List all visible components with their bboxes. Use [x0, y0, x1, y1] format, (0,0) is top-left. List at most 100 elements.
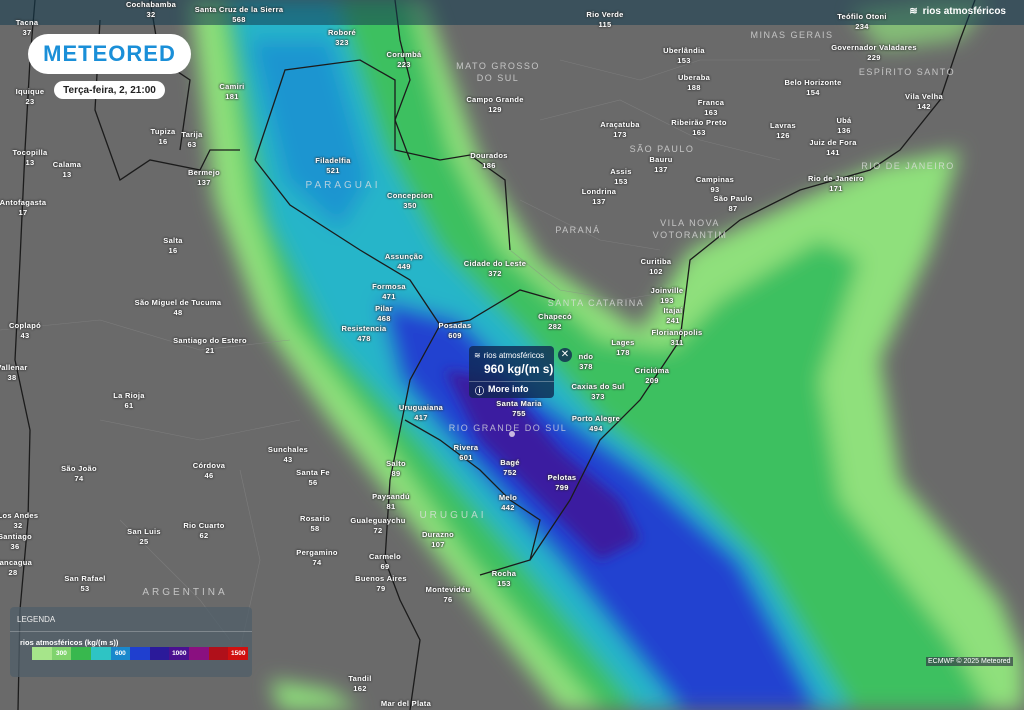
city-label[interactable]: Tocopilla 13: [12, 148, 47, 168]
city-label[interactable]: Criciúma 209: [635, 366, 670, 386]
city-label[interactable]: Rivera 601: [454, 443, 479, 463]
city-label[interactable]: Santiago 36: [0, 532, 32, 552]
city-label[interactable]: Santa Cruz de la Sierra 568: [195, 5, 284, 25]
city-label[interactable]: Juiz de Fora 141: [809, 138, 856, 158]
city-label[interactable]: Uberaba 188: [678, 73, 710, 93]
city-label[interactable]: Santa Fe 56: [296, 468, 330, 488]
city-label[interactable]: Campinas 93: [696, 175, 734, 195]
city-label[interactable]: São Miguel de Tucuma 48: [135, 298, 222, 318]
city-label[interactable]: ndo 378: [579, 352, 594, 372]
city-label[interactable]: Assis 153: [610, 167, 632, 187]
city-label[interactable]: Vallenar38: [0, 363, 28, 383]
city-label[interactable]: Rio Cuarto 62: [183, 521, 224, 541]
city-label[interactable]: Los Andes 32: [0, 511, 38, 531]
city-label[interactable]: Caxias do Sul 373: [571, 382, 624, 402]
city-label[interactable]: Concepcion 350: [387, 191, 433, 211]
city-label[interactable]: Porto Alegre 494: [572, 414, 620, 434]
city-label[interactable]: Bagé 752: [500, 458, 520, 478]
city-label[interactable]: Araçatuba 173: [600, 120, 639, 140]
city-label[interactable]: Florianópolis 311: [652, 328, 703, 348]
city-label[interactable]: Carmelo 69: [369, 552, 401, 572]
city-label[interactable]: Belo Horizonte 154: [784, 78, 841, 98]
city-label[interactable]: Melo 442: [499, 493, 517, 513]
city-label[interactable]: Teófilo Otoni 234: [837, 12, 887, 32]
city-label[interactable]: Filadelfia 521: [315, 156, 351, 176]
city-name: Corumbá: [386, 50, 422, 59]
city-label[interactable]: Lavras 126: [770, 121, 796, 141]
city-label[interactable]: Tarija 63: [181, 130, 202, 150]
location-marker[interactable]: [509, 431, 515, 437]
city-label[interactable]: Santiago do Estero 21: [173, 336, 247, 356]
city-label[interactable]: Pilar 468: [375, 304, 393, 324]
city-label[interactable]: Salta 16: [163, 236, 182, 256]
city-label[interactable]: Coplapó 43: [9, 321, 41, 341]
city-label[interactable]: Rancagua28: [0, 558, 32, 578]
city-label[interactable]: Bauru 137: [649, 155, 672, 175]
layer-title[interactable]: ≋ rios atmosféricos: [909, 6, 1006, 17]
city-label[interactable]: Corumbá 223: [386, 50, 421, 70]
city-value: 153: [677, 56, 691, 65]
city-label[interactable]: Córdova 46: [193, 461, 226, 481]
more-info-button[interactable]: ⓘ More info: [469, 381, 554, 397]
city-label[interactable]: Roboré 323: [328, 28, 356, 48]
city-label[interactable]: São Paulo 87: [714, 194, 753, 214]
city-label[interactable]: Assunção 449: [385, 252, 423, 272]
city-label[interactable]: Cidade do Leste 372: [464, 259, 526, 279]
city-label[interactable]: Mar del Plata: [381, 699, 431, 709]
city-label[interactable]: Franca 163: [698, 98, 724, 118]
city-label[interactable]: Londrina 137: [582, 187, 616, 207]
city-label[interactable]: San Luis 25: [127, 527, 161, 547]
city-label[interactable]: Joinville 193: [651, 286, 684, 306]
city-label[interactable]: Sunchales 43: [268, 445, 308, 465]
city-label[interactable]: Uberlândia 153: [663, 46, 705, 66]
legend-swatch: 1000: [169, 647, 190, 660]
city-label[interactable]: Posadas 609: [439, 321, 472, 341]
city-label[interactable]: Dourados 186: [470, 151, 507, 171]
city-label[interactable]: La Rioja 61: [113, 391, 145, 411]
close-popup-button[interactable]: ✕: [558, 348, 572, 362]
city-label[interactable]: Tacna 37: [16, 18, 39, 38]
city-label[interactable]: Ribeirão Preto 163: [671, 118, 726, 138]
city-label[interactable]: São João 74: [61, 464, 97, 484]
city-label[interactable]: Pelotas 799: [548, 473, 577, 493]
city-label[interactable]: Governador Valadares 229: [831, 43, 917, 63]
city-label[interactable]: Rosario 58: [300, 514, 330, 534]
city-label[interactable]: Uruguaiana 417: [399, 403, 443, 423]
city-value: 21: [205, 346, 215, 355]
legend-unit: rios atmosféricos (kg/(m s)): [20, 638, 119, 647]
city-label[interactable]: Iquique 23: [16, 87, 45, 107]
city-label[interactable]: Rio de Janeiro 171: [808, 174, 864, 194]
city-label[interactable]: Calama 13: [53, 160, 81, 180]
city-label[interactable]: Chapecó 282: [538, 312, 572, 332]
city-label[interactable]: Santa Maria 755: [496, 399, 541, 419]
city-name: Melo: [498, 493, 518, 502]
region-label: PARAGUAI: [305, 180, 381, 191]
city-label[interactable]: Rocha 153: [492, 569, 516, 589]
city-label[interactable]: Antofagasta 17: [0, 198, 46, 218]
city-label[interactable]: Formosa 471: [372, 282, 406, 302]
city-label[interactable]: Camiri 181: [219, 82, 244, 102]
city-label[interactable]: Curitiba 102: [641, 257, 672, 277]
city-label[interactable]: Rio Verde 115: [586, 10, 623, 30]
city-label[interactable]: Durazno 107: [422, 530, 454, 550]
city-label[interactable]: Itajaí 241: [664, 306, 683, 326]
meteored-logo[interactable]: METEORED: [28, 34, 191, 74]
city-label[interactable]: Resistencia 478: [342, 324, 387, 344]
city-label[interactable]: Montevidéu 76: [426, 585, 471, 605]
city-label[interactable]: Salto 89: [386, 459, 406, 479]
city-label[interactable]: Pergamino 74: [296, 548, 337, 568]
city-label[interactable]: Buenos Aires 79: [355, 574, 407, 594]
city-label[interactable]: Lages 178: [611, 338, 634, 358]
forecast-date[interactable]: Terça-feira, 2, 21:00: [54, 81, 165, 99]
city-label[interactable]: Tupiza 16: [151, 127, 176, 147]
city-label[interactable]: Ubá 136: [836, 116, 851, 136]
city-label[interactable]: San Rafael 53: [64, 574, 105, 594]
city-label[interactable]: Gualeguaychu 72: [350, 516, 405, 536]
city-label[interactable]: Campo Grande 129: [466, 95, 523, 115]
city-label[interactable]: Paysandú 81: [372, 492, 410, 512]
city-label[interactable]: Cochabamba 32: [126, 0, 176, 20]
city-value: 142: [917, 102, 931, 111]
city-label[interactable]: Vila Velha 142: [905, 92, 943, 112]
city-label[interactable]: Bermejo 137: [188, 168, 220, 188]
city-label[interactable]: Tandil 162: [348, 674, 371, 694]
